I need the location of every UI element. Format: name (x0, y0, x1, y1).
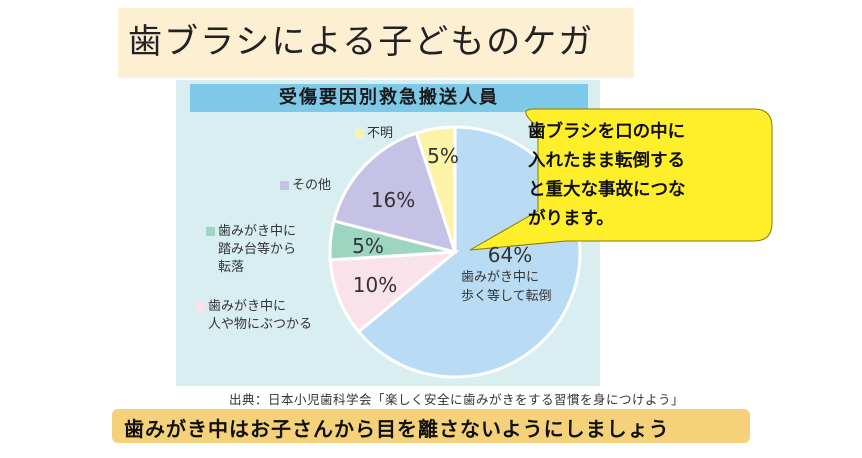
legend-label: 転落 (218, 260, 245, 275)
legend-swatch (355, 129, 364, 138)
legend-label: その他 (292, 178, 332, 193)
callout-line: 歯ブラシを口の中に (528, 122, 686, 142)
legend-unknown: 不明 (355, 125, 393, 143)
legend-bump: 歯みがき中に 人や物にぶつかる (196, 298, 312, 334)
bottom-note-banner (112, 409, 750, 443)
pie-slice-label: 64% (488, 243, 532, 267)
pie-slice-label: 5% (427, 144, 459, 168)
pie-slice-label: 5% (352, 234, 384, 258)
inner-label-line: 歯みがき中に (461, 270, 540, 285)
page-title: 歯ブラシによる子どものケガ (128, 22, 595, 62)
pie-slice-label: 10% (353, 273, 397, 297)
pie-slice-label: 16% (371, 188, 415, 212)
legend-swatch (280, 181, 289, 190)
inner-label-line: 歩く等して転倒 (461, 289, 552, 304)
legend-other: その他 (280, 177, 331, 195)
pie-slice (356, 125, 582, 379)
legend-label: 踏み台等から (218, 242, 297, 257)
legend-swatch (196, 302, 205, 311)
chart-header-bar (190, 84, 588, 112)
callout-text: 歯ブラシを口の中に 入れたまま転倒する と重大な事故につな がります。 (528, 118, 768, 234)
legend-label: 歯みがき中に (218, 224, 297, 239)
inner-slice-label: 歯みがき中に 歩く等して転倒 (461, 268, 552, 306)
source-citation: 出典：日本小児歯科学会「楽しく安全に歯みがきをする習慣を身につけよう」 (229, 392, 685, 407)
pie-slice (414, 125, 457, 253)
legend-label: 人や物にぶつかる (208, 317, 313, 332)
chart-title: 受傷要因別救急搬送人員 (279, 87, 499, 108)
callout-line: 入れたまま転倒する (528, 151, 685, 171)
pie-slice (328, 250, 460, 334)
callout-line: がります。 (528, 209, 614, 229)
title-banner (118, 8, 634, 78)
callout-bubble (469, 108, 773, 251)
legend-swatch (206, 227, 215, 236)
callout-line: と重大な事故につな (528, 180, 686, 200)
legend-label: 歯みがき中に (208, 299, 287, 314)
legend-fall: 歯みがき中に 踏み台等から 転落 (206, 223, 296, 277)
bottom-note: 歯みがき中はお子さんから目を離さないようにしましょう (124, 417, 670, 441)
legend-label: 不明 (367, 126, 394, 141)
